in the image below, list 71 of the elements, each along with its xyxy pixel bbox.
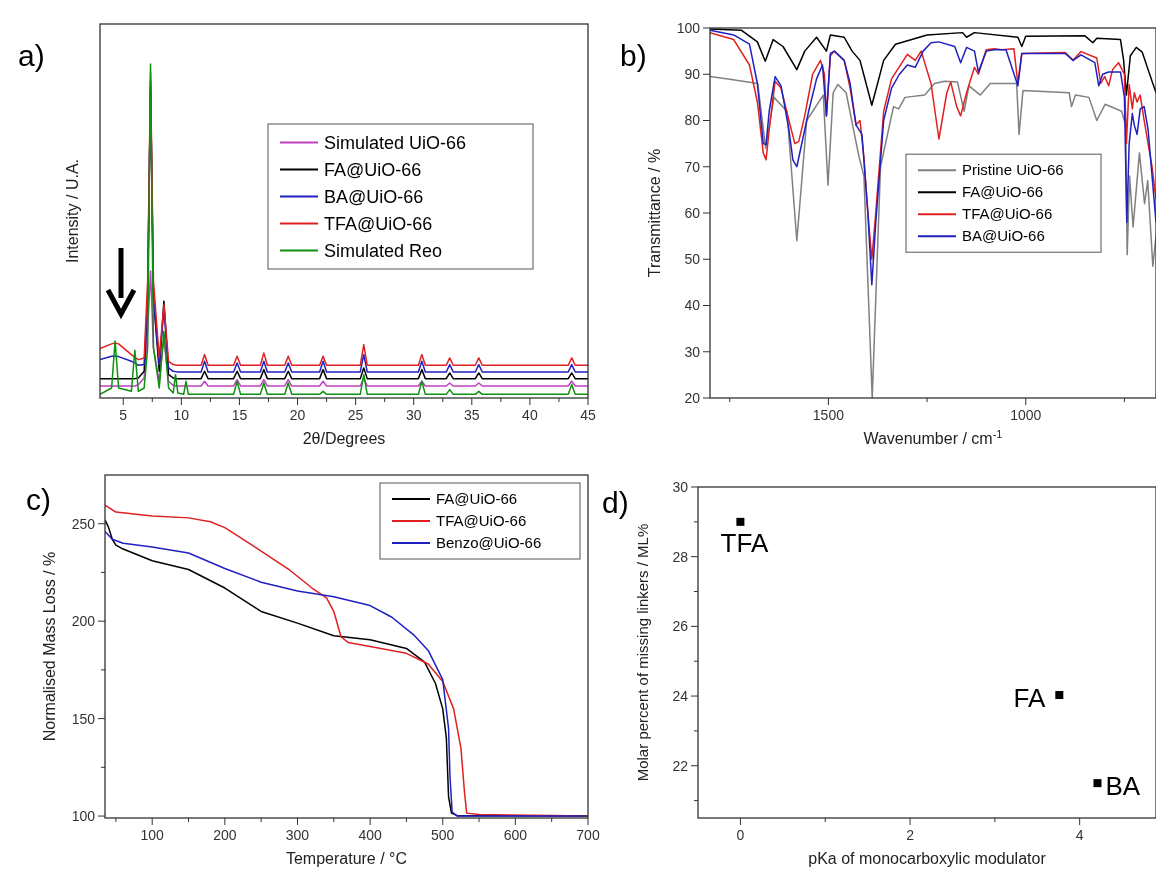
legend-label: TFA@UiO-66 <box>962 205 1053 223</box>
legend-label: Pristine UiO-66 <box>962 161 1064 179</box>
x-tick-label: 4 <box>1075 827 1084 843</box>
x-tick-label: 100 <box>140 827 165 843</box>
x-axis-title: Wavenumber / cm$^{-1}$ <box>863 428 1003 447</box>
x-tick-label: 400 <box>358 827 382 843</box>
y-tick-label: 22 <box>672 757 689 774</box>
x-tick-label: 10 <box>173 407 190 423</box>
x-tick-label: 700 <box>576 827 600 843</box>
y-tick-label: 28 <box>672 548 689 565</box>
legend-label: BA@UiO-66 <box>962 227 1045 245</box>
x-tick-label: 0 <box>736 827 745 843</box>
x-tick-label: 500 <box>431 827 455 843</box>
y-tick-label: 200 <box>71 613 96 630</box>
x-tick-label: 2 <box>906 827 915 843</box>
y-axis-title: Transmittance / % <box>646 148 663 278</box>
line-series <box>710 75 1156 398</box>
y-tick-label: 80 <box>684 112 701 129</box>
point <box>1093 779 1102 788</box>
y-tick-label: 60 <box>684 204 701 221</box>
y-axis-title: Normalised Mass Loss / % <box>41 551 58 742</box>
x-tick-label: 40 <box>522 407 538 423</box>
x-tick-label: 1000 <box>1010 407 1042 423</box>
y-tick-label: 40 <box>684 297 701 314</box>
x-axis-title: 2θ/Degrees <box>302 430 386 447</box>
y-tick-label: 30 <box>684 343 701 360</box>
x-axis-title: Temperature / °C <box>285 850 408 867</box>
x-tick-label: 20 <box>289 407 306 423</box>
x-tick-label: 1500 <box>812 407 845 423</box>
y-tick-label: 24 <box>672 687 689 704</box>
y-tick-label: 250 <box>71 515 96 532</box>
legend-label: TFA@UiO-66 <box>436 512 527 530</box>
chart-title: d) <box>602 486 629 519</box>
chart-title: b) <box>620 39 647 72</box>
x-tick-label: 5 <box>119 407 128 423</box>
x-tick-label: 200 <box>213 827 237 843</box>
point <box>736 517 745 526</box>
chart-title: a) <box>18 39 45 72</box>
legend-label: FA@UiO-66 <box>324 159 422 180</box>
y-tick-label: 50 <box>684 251 701 268</box>
legend-label: FA@UiO-66 <box>962 183 1044 201</box>
x-tick-label: 25 <box>347 407 364 423</box>
y-tick-label: 150 <box>71 710 96 727</box>
x-tick-label: 300 <box>285 827 310 843</box>
x-tick-label: 30 <box>405 407 422 423</box>
x-tick-label: 600 <box>503 827 528 843</box>
chart-title: c) <box>26 483 51 516</box>
y-tick-label: 26 <box>672 618 689 635</box>
y-tick-label: 30 <box>672 478 689 495</box>
legend-label: FA@UiO-66 <box>436 490 518 508</box>
x-tick-label: 15 <box>231 407 248 423</box>
y-axis-title: Molar percent of missing linkers / ML% <box>634 523 651 782</box>
annotation: BA <box>1105 771 1141 802</box>
y-axis-title: Intensity / U.A. <box>64 158 81 264</box>
annotation: TFA <box>720 527 769 558</box>
legend-label: TFA@UiO-66 <box>324 213 433 234</box>
y-tick-label: 100 <box>676 19 701 36</box>
legend-label: Simulated UiO-66 <box>324 132 467 153</box>
point <box>1055 691 1064 700</box>
legend-label: Benzo@UiO-66 <box>436 534 542 552</box>
y-tick-label: 70 <box>684 158 701 175</box>
x-tick-label: 35 <box>464 407 480 423</box>
y-tick-label: 90 <box>684 66 701 83</box>
legend-label: Simulated Reo <box>324 240 443 261</box>
x-tick-label: 45 <box>580 407 596 423</box>
x-axis-title: pKa of monocarboxylic modulator <box>808 850 1047 867</box>
legend-label: BA@UiO-66 <box>324 186 424 207</box>
annotation: FA <box>1013 683 1046 714</box>
line-series <box>710 28 1156 106</box>
y-tick-label: 20 <box>684 389 701 406</box>
y-tick-label: 100 <box>71 807 96 824</box>
